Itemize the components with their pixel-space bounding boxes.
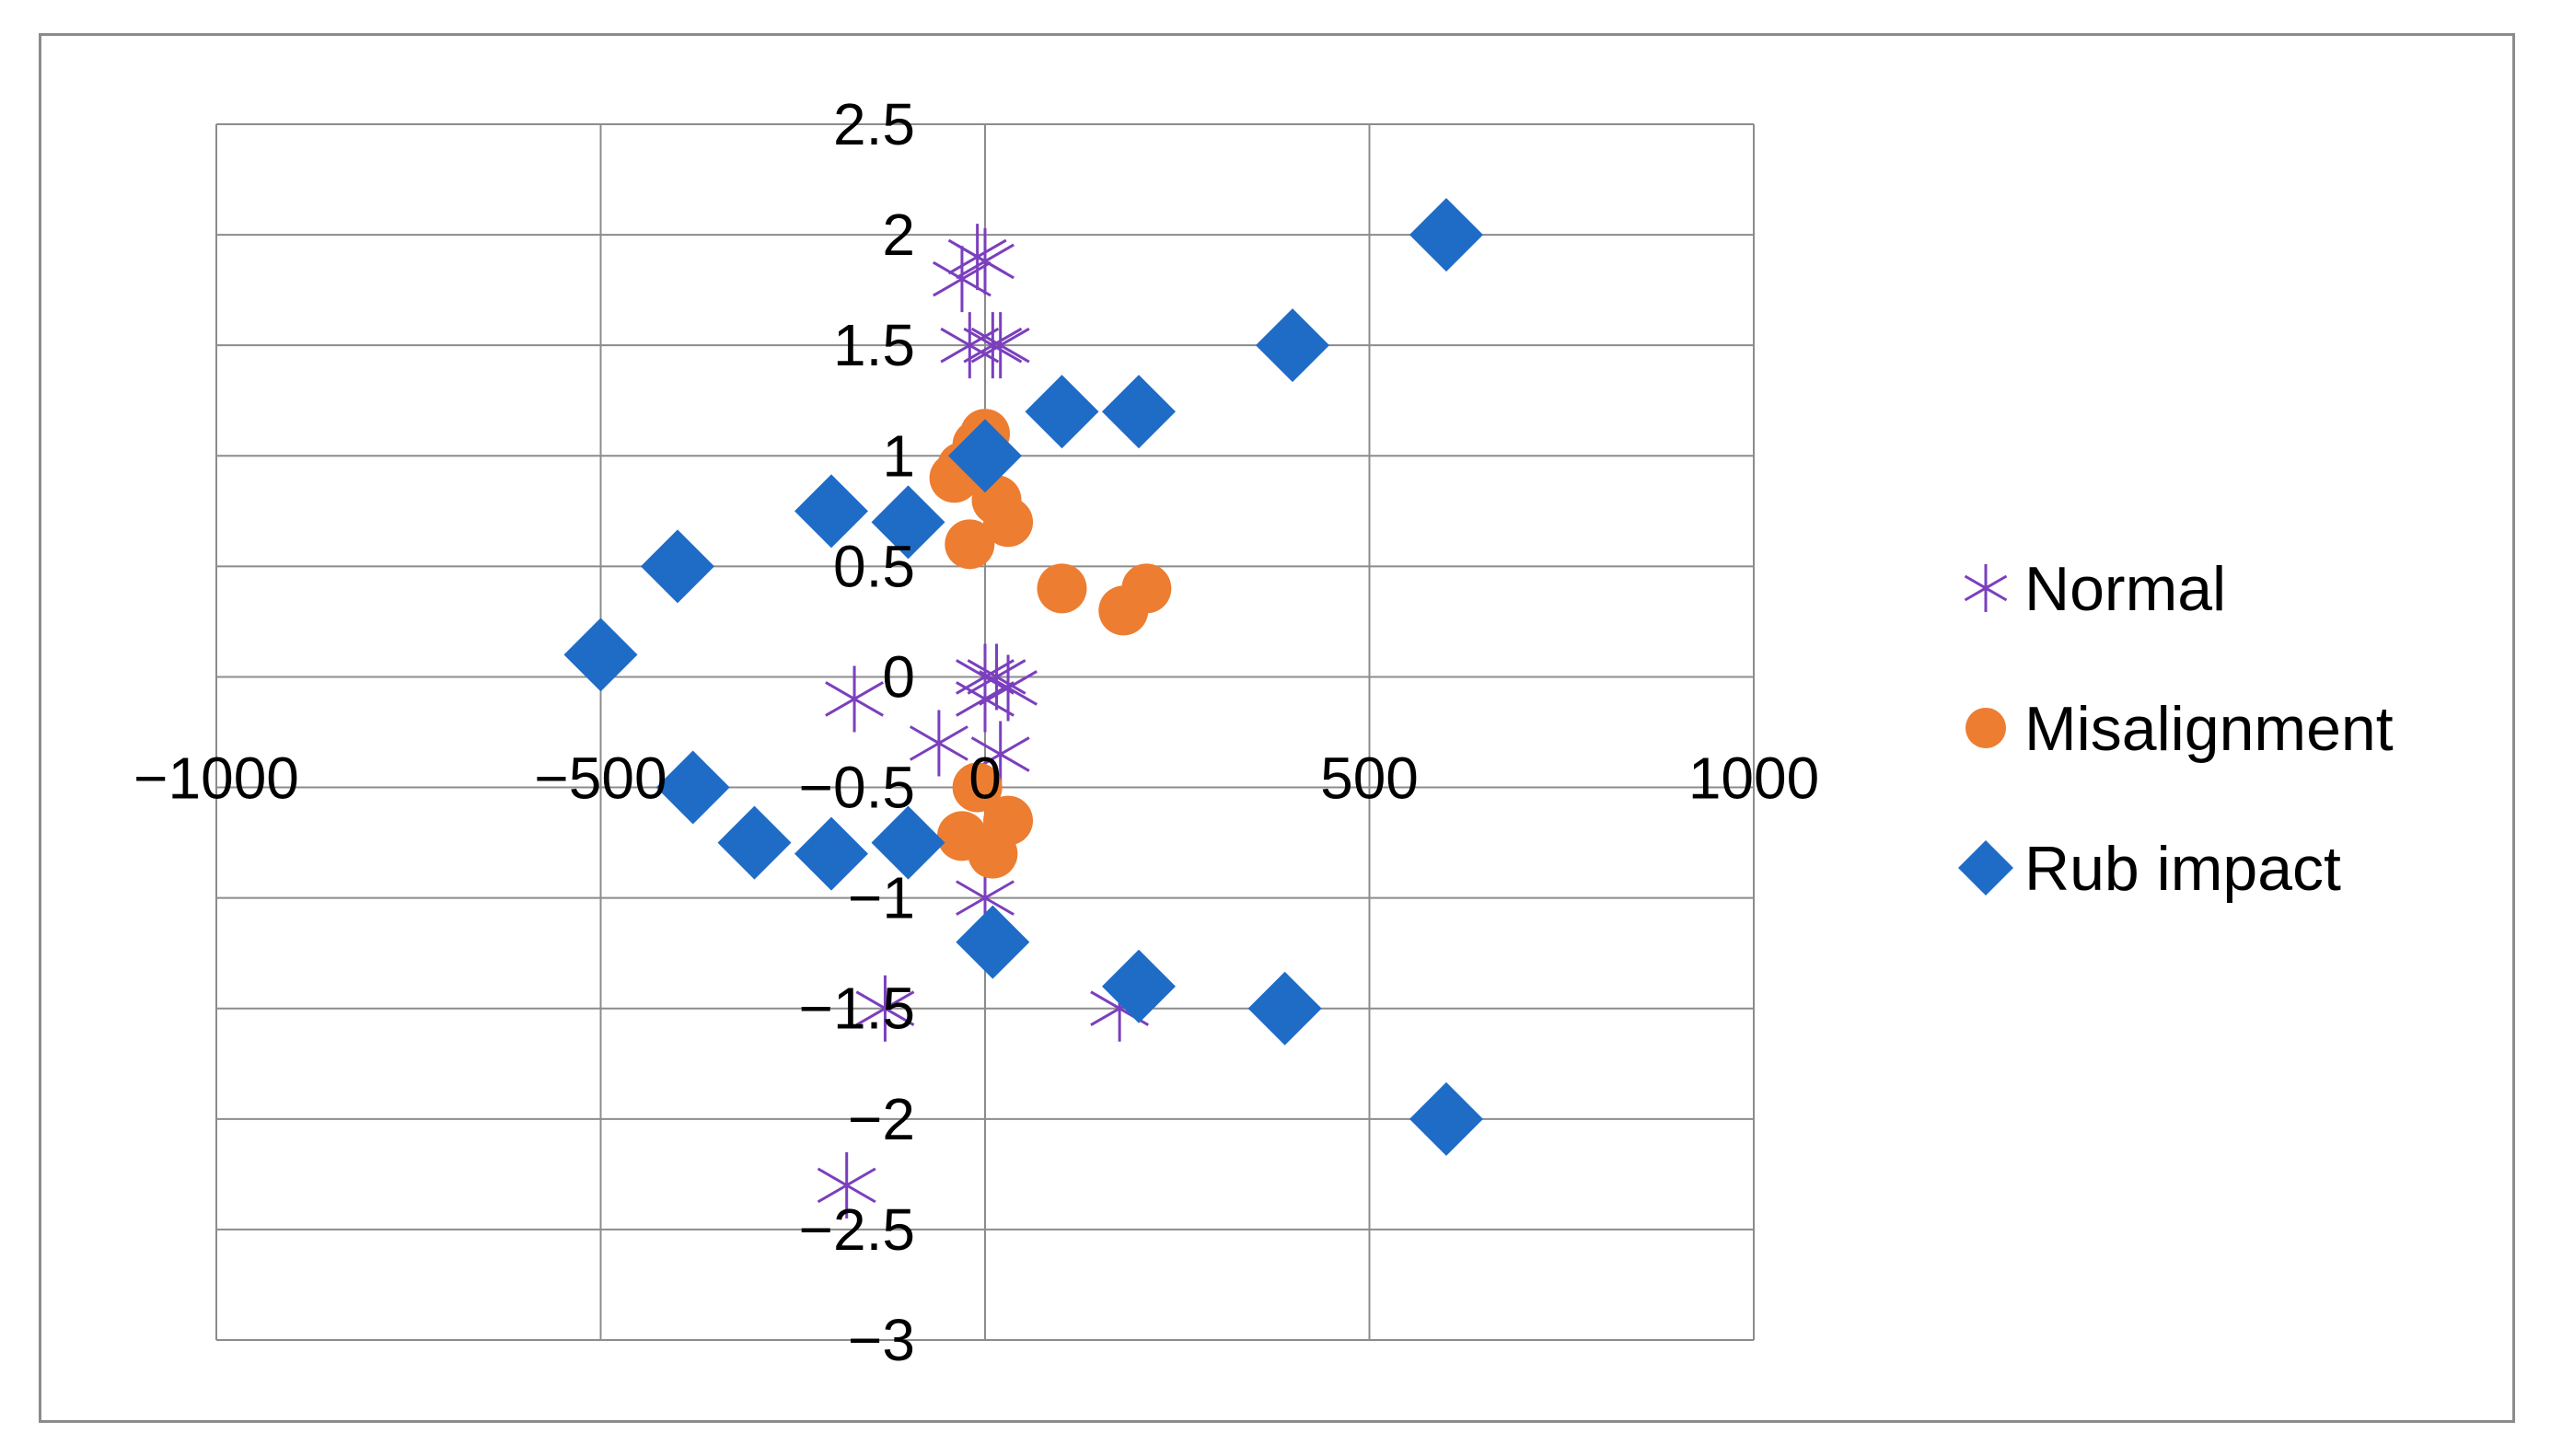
y-tick-label: −2 [848, 1086, 915, 1152]
y-tick-label: 1 [882, 422, 915, 489]
data-point [956, 227, 1015, 295]
y-tick-label: 2.5 [833, 91, 915, 157]
x-tick-label: 500 [1320, 745, 1419, 811]
data-point [967, 643, 1026, 711]
data-point [655, 750, 730, 825]
data-point [717, 805, 792, 880]
plot-marks [563, 198, 1483, 1219]
asterisk-stroke [855, 990, 915, 1027]
legend-label: Misalignment [2024, 694, 2394, 764]
x-tick-label: −500 [534, 745, 667, 811]
x-tick-label: −1000 [133, 745, 299, 811]
legend-label: Normal [2024, 554, 2226, 624]
data-point [794, 474, 868, 549]
data-point [871, 805, 945, 880]
legend-marker-circle [1965, 708, 2006, 748]
data-point [948, 419, 1022, 493]
data-point [1102, 949, 1176, 1023]
data-point [1256, 308, 1329, 383]
data-point [956, 665, 1015, 733]
asterisk-stroke [825, 681, 884, 717]
legend-item: Normal [1964, 554, 2226, 624]
asterisk-stroke [933, 260, 991, 297]
data-point [794, 816, 868, 891]
y-tick-label: −0.5 [799, 755, 915, 821]
data-point [945, 519, 995, 570]
x-tick-label: 1000 [1688, 745, 1819, 811]
asterisk-stroke [963, 327, 1023, 364]
asterisk-stroke [967, 659, 1026, 695]
series-normal [817, 224, 1150, 1219]
series-rub-impact [563, 198, 1483, 1156]
asterisk-stroke [956, 880, 1015, 916]
legend-marker-asterisk [1964, 564, 2008, 612]
legend: Normal Misalignment Rub impact [1958, 554, 2394, 904]
y-tick-label: 0.5 [833, 533, 915, 599]
data-point [1037, 563, 1087, 614]
asterisk-stroke [1964, 574, 2008, 602]
asterisk-stroke [909, 725, 968, 761]
data-point [563, 618, 638, 692]
legend-item: Misalignment [1965, 694, 2394, 764]
grid [215, 123, 1755, 1341]
data-point [933, 246, 991, 313]
y-tick-label: −2.5 [799, 1196, 915, 1263]
y-tick-label: 1.5 [833, 312, 915, 378]
data-point [970, 312, 1030, 379]
data-point [952, 762, 1003, 813]
data-point [1409, 198, 1483, 272]
data-point [1409, 1081, 1483, 1156]
data-point [909, 710, 968, 777]
data-point [940, 312, 1000, 379]
asterisk-stroke [817, 1167, 876, 1204]
x-tick-label: 0 [968, 745, 1002, 811]
data-point [1102, 375, 1176, 449]
y-tick-label: 0 [882, 643, 915, 710]
data-point [979, 654, 1038, 722]
data-point [641, 529, 714, 604]
y-tick-label: 2 [882, 202, 915, 268]
data-point [968, 828, 1018, 879]
data-point [1121, 563, 1172, 614]
asterisk-stroke [979, 670, 1038, 706]
asterisk-stroke [956, 243, 1015, 280]
tick-labels: 2.5 2 1.5 1 0.5 0 −0.5 −1 −1.5 −2 −2.5 −3 −1000 −500 0… [133, 91, 1819, 1373]
y-tick-label: −1 [848, 865, 915, 931]
data-point [963, 312, 1023, 379]
legend-item: Rub impact [1958, 834, 2341, 904]
series-misalignment [929, 409, 1172, 879]
data-point [871, 485, 945, 560]
asterisk-stroke [956, 681, 1015, 717]
chart-frame: 2.5 2 1.5 1 0.5 0 −0.5 −1 −1.5 −2 −2.5 −3 −1000 −500 0… [39, 33, 2515, 1423]
asterisk-stroke [970, 327, 1030, 364]
data-point [983, 497, 1034, 548]
scatter-chart: 2.5 2 1.5 1 0.5 0 −0.5 −1 −1.5 −2 −2.5 −3 −1000 −500 0… [133, 91, 2394, 1373]
legend-label: Rub impact [2024, 834, 2341, 904]
data-point [1025, 375, 1099, 449]
asterisk-stroke [940, 327, 1000, 364]
y-tick-label: −3 [848, 1307, 915, 1373]
data-point [855, 975, 915, 1042]
data-point [825, 665, 884, 733]
data-point [817, 1151, 876, 1219]
legend-marker-diamond [1958, 840, 2013, 896]
data-point [1247, 971, 1322, 1046]
data-point [956, 905, 1030, 979]
y-tick-label: −1.5 [799, 976, 915, 1042]
